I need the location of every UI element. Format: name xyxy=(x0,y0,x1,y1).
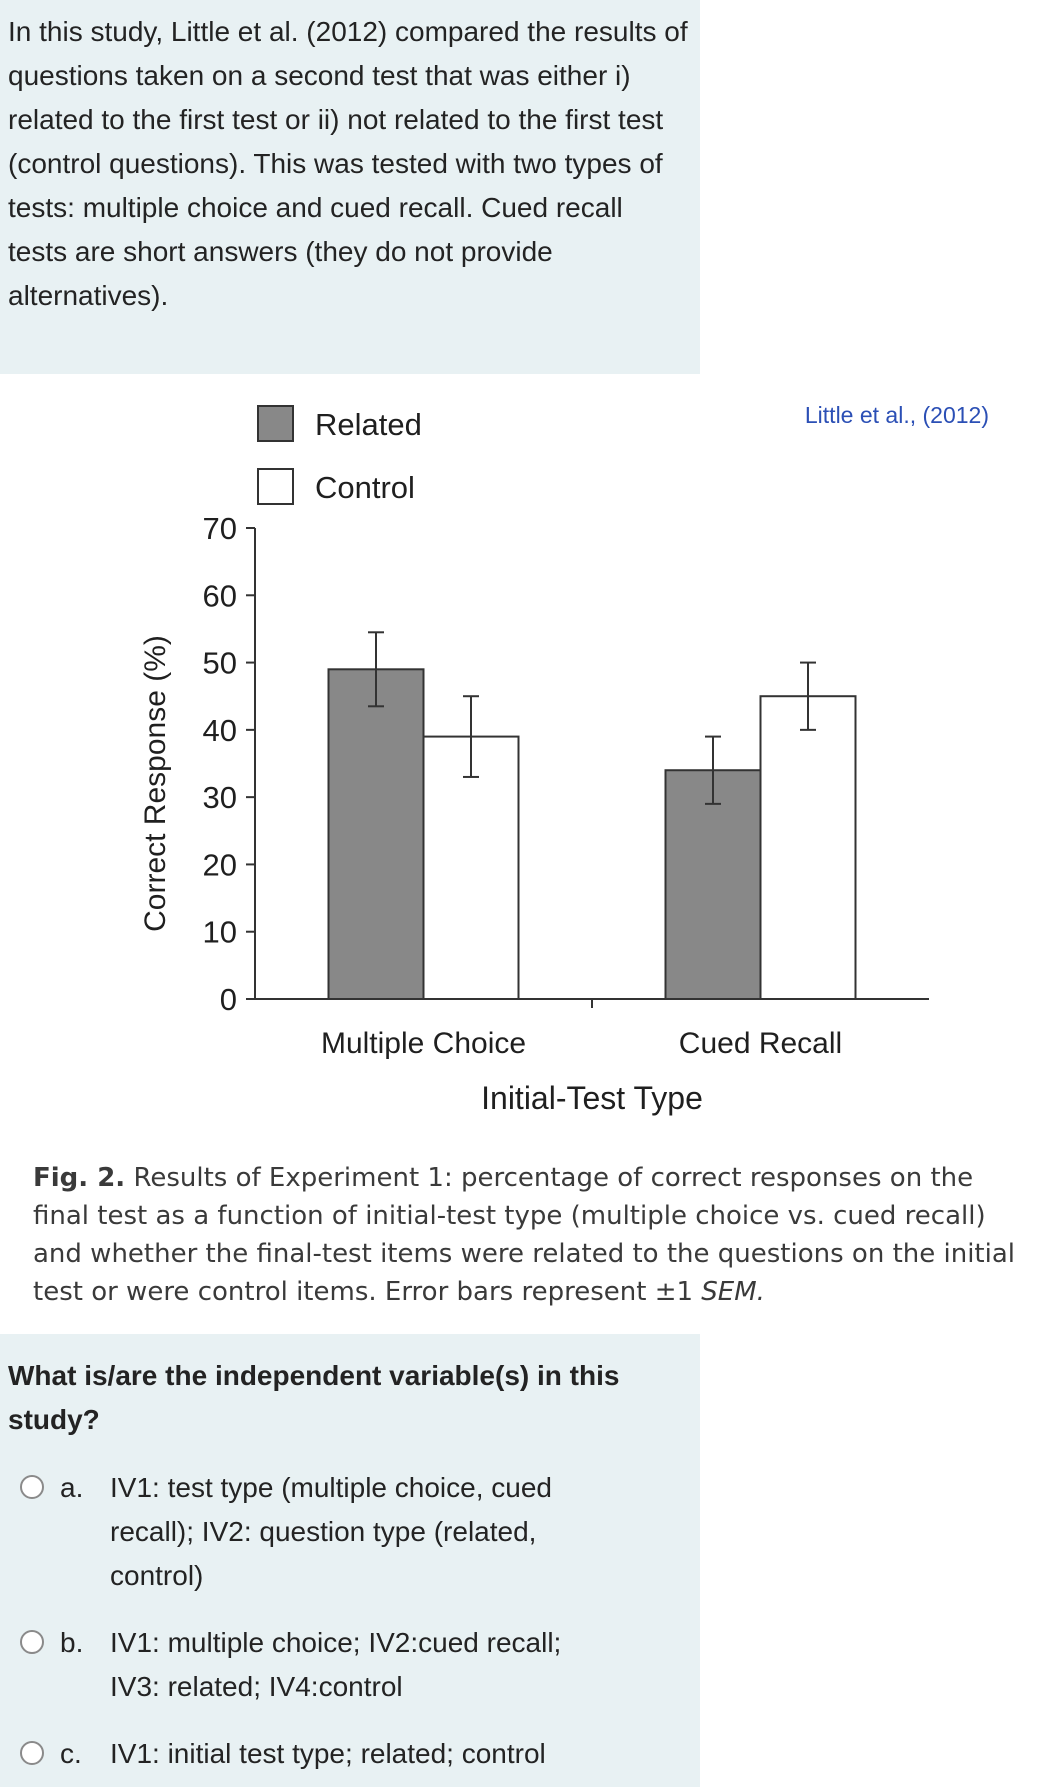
y-tick-label: 0 xyxy=(220,982,237,1017)
radio-button-a[interactable] xyxy=(20,1475,44,1499)
y-tick-label: 60 xyxy=(203,578,237,613)
option-text: IV1: test type (multiple choice, cued re… xyxy=(110,1472,552,1591)
x-tick-label: Multiple Choice xyxy=(321,1027,526,1060)
bar-related-0 xyxy=(327,668,425,1000)
legend-label-control: Control xyxy=(315,470,415,505)
question-panel: What is/are the independent variable(s) … xyxy=(0,1334,700,1787)
bar-control-1 xyxy=(759,695,857,1000)
option-a[interactable]: a. IV1: test type (multiple choice, cued… xyxy=(20,1466,690,1598)
caption-sem: SEM. xyxy=(701,1277,765,1307)
legend-swatch-related xyxy=(257,405,294,442)
option-text: IV1: initial test type; related; control xyxy=(110,1738,546,1769)
radio-button-b[interactable] xyxy=(20,1630,44,1654)
results-chart: Little et al., (2012) 0 10 20 30 40 50 60 70 Corr… xyxy=(139,402,989,1116)
option-letter: b. xyxy=(60,1627,84,1658)
x-axis-label: Initial-Test Type xyxy=(481,1080,703,1116)
option-letter: a. xyxy=(60,1472,84,1503)
caption-text: Results of Experiment 1: percentage of c… xyxy=(33,1163,1016,1307)
intro-text: In this study, Little et al. (2012) comp… xyxy=(8,16,688,311)
legend-label-related: Related xyxy=(315,407,422,442)
option-b[interactable]: b. IV1: multiple choice; IV2:cued recall… xyxy=(20,1621,690,1709)
y-tick-label: 10 xyxy=(203,915,237,950)
y-tick-label: 70 xyxy=(203,511,237,546)
option-text: IV1: multiple choice; IV2:cued recall; I… xyxy=(110,1627,562,1702)
bar-control-0 xyxy=(422,735,520,1000)
y-tick-label: 40 xyxy=(203,713,237,748)
option-letter: c. xyxy=(60,1738,82,1769)
intro-panel: In this study, Little et al. (2012) comp… xyxy=(0,0,700,374)
y-tick-label: 50 xyxy=(203,646,237,681)
y-tick-label: 20 xyxy=(203,847,237,882)
caption-label: Fig. 2. xyxy=(33,1163,126,1193)
x-tick-label: Cued Recall xyxy=(679,1027,842,1060)
bar-related-1 xyxy=(664,769,762,1000)
figure-caption: Fig. 2. Results of Experiment 1: percent… xyxy=(33,1159,1033,1311)
legend-swatch-control xyxy=(257,468,294,505)
figure: Little et al., (2012) 0 10 20 30 40 50 60 70 Corr… xyxy=(7,374,1045,1334)
radio-button-c[interactable] xyxy=(20,1741,44,1765)
question-text: What is/are the independent variable(s) … xyxy=(8,1360,620,1435)
option-c[interactable]: c. IV1: initial test type; related; cont… xyxy=(20,1732,690,1776)
y-tick-label: 30 xyxy=(203,780,237,815)
source-label: Little et al., (2012) xyxy=(805,402,989,428)
y-axis-label: Correct Response (%) xyxy=(139,635,172,932)
